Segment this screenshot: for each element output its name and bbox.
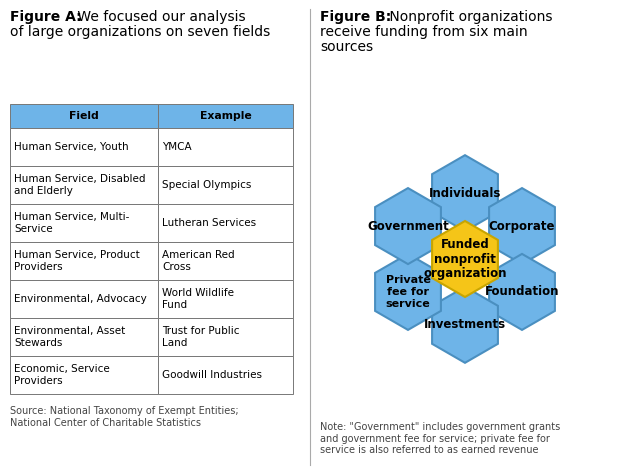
Text: Economic, Service
Providers: Economic, Service Providers (14, 364, 110, 386)
Text: Nonprofit organizations: Nonprofit organizations (385, 10, 552, 24)
Bar (158, 356, 293, 394)
Text: Private
fee for
service: Private fee for service (386, 275, 430, 309)
Bar (10, 280, 158, 318)
Text: Human Service, Disabled
and Elderly: Human Service, Disabled and Elderly (14, 174, 146, 196)
Polygon shape (375, 188, 441, 264)
Text: Government: Government (367, 219, 449, 233)
Bar (158, 280, 293, 318)
Bar (158, 166, 293, 204)
Polygon shape (489, 188, 555, 264)
Bar (10, 104, 158, 128)
Text: World Wildlife
Fund: World Wildlife Fund (162, 288, 234, 310)
Text: Foundation: Foundation (485, 285, 559, 299)
Bar (10, 318, 158, 356)
Text: Environmental, Advocacy: Environmental, Advocacy (14, 294, 147, 304)
Text: Environmental, Asset
Stewards: Environmental, Asset Stewards (14, 326, 125, 348)
Text: Trust for Public
Land: Trust for Public Land (162, 326, 239, 348)
Text: of large organizations on seven fields: of large organizations on seven fields (10, 25, 270, 39)
Bar (10, 356, 158, 394)
Bar (10, 166, 158, 204)
Text: Human Service, Youth: Human Service, Youth (14, 142, 128, 152)
Bar (158, 318, 293, 356)
Bar (158, 104, 293, 128)
Text: Goodwill Industries: Goodwill Industries (162, 370, 262, 380)
Text: Corporate: Corporate (489, 219, 556, 233)
Text: Note: "Government" includes government grants
and government fee for service; pr: Note: "Government" includes government g… (320, 422, 560, 455)
Polygon shape (432, 221, 498, 297)
Text: We focused our analysis: We focused our analysis (73, 10, 246, 24)
Bar (10, 204, 158, 242)
Text: Lutheran Services: Lutheran Services (162, 218, 256, 228)
Polygon shape (432, 287, 498, 363)
Text: American Red
Cross: American Red Cross (162, 250, 234, 272)
Text: Individuals: Individuals (429, 187, 501, 200)
Bar (158, 242, 293, 280)
Text: Field: Field (69, 111, 99, 121)
Text: sources: sources (320, 40, 373, 54)
Text: Special Olympics: Special Olympics (162, 180, 251, 190)
Polygon shape (489, 254, 555, 330)
Bar (158, 128, 293, 166)
Bar (10, 242, 158, 280)
Text: Investments: Investments (424, 319, 506, 331)
Polygon shape (375, 254, 441, 330)
Polygon shape (432, 155, 498, 231)
Text: Figure A:: Figure A: (10, 10, 82, 24)
Bar (10, 128, 158, 166)
Text: Human Service, Multi-
Service: Human Service, Multi- Service (14, 212, 130, 234)
Text: Human Service, Product
Providers: Human Service, Product Providers (14, 250, 140, 272)
Text: Example: Example (200, 111, 251, 121)
Text: receive funding from six main: receive funding from six main (320, 25, 528, 39)
Text: YMCA: YMCA (162, 142, 192, 152)
Bar (158, 204, 293, 242)
Text: Figure B:: Figure B: (320, 10, 391, 24)
Text: Source: National Taxonomy of Exempt Entities;
National Center of Charitable Stat: Source: National Taxonomy of Exempt Enti… (10, 406, 239, 428)
Text: Funded
nonprofit
organization: Funded nonprofit organization (423, 237, 507, 281)
